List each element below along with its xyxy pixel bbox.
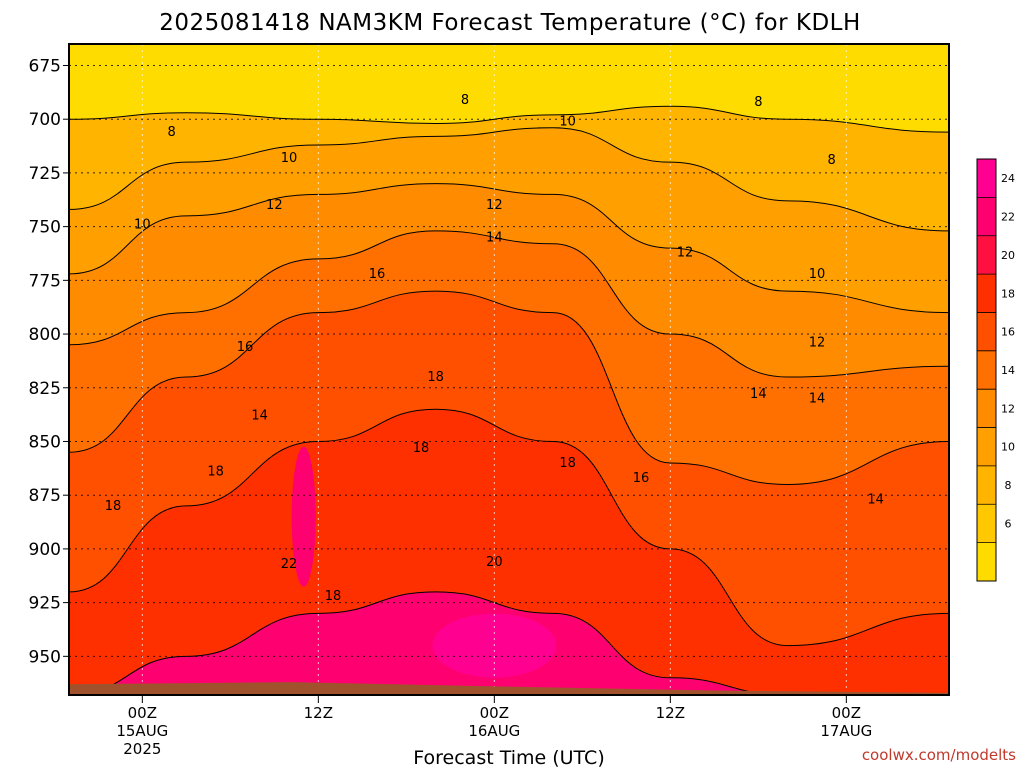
y-tick-label: 875 [29,486,61,506]
colorbar-tick-label: 16 [1001,326,1015,339]
credit-text: coolwx.com/modelts [862,746,1016,764]
y-tick-label: 725 [29,164,61,184]
colorbar-tick-label: 6 [1005,517,1012,530]
contour-label: 20 [486,555,503,570]
contour-label: 14 [251,409,268,424]
x-tick-label: 12Z [304,704,333,722]
y-tick-label: 775 [29,271,61,291]
colorbar-tick-label: 20 [1001,249,1015,262]
isotherm-10 [68,127,950,232]
colorbar-swatch [977,465,996,505]
contour-label: 14 [486,230,503,245]
chart-title: 2025081418 NAM3KM Forecast Temperature (… [159,10,861,36]
contour-label: 12 [677,245,694,260]
x-tick-date: 15AUG [116,722,168,740]
warm-core-22 [291,446,316,587]
y-tick-label: 950 [29,647,61,667]
colorbar-swatch [977,312,996,351]
contour-label: 22 [281,557,298,572]
colorbar-tick-label: 8 [1005,479,1012,492]
y-tick-label: 750 [29,218,61,238]
contour-label: 18 [427,370,444,385]
y-axis: 675 700 725 750 775 800 825 850 875 900 925 950 [29,56,69,667]
colorbar-swatch [977,235,996,275]
y-tick-label: 900 [29,540,61,560]
colorbar-swatch [977,389,996,428]
contour-label: 18 [413,441,430,456]
isotherm-14 [68,230,950,378]
plot-area: 8 8 8 8 10 10 10 10 12 12 12 12 14 14 14 14 14 16 16 16 18 18… [68,43,950,696]
contour-label: 10 [559,114,576,129]
colorbar-tick-label: 22 [1001,211,1015,224]
y-tick-label: 700 [29,110,61,130]
contour-label: 8 [828,153,836,168]
colorbar-swatch [977,197,996,236]
colorbar-tick-label: 18 [1001,287,1015,300]
contour-label: 14 [867,492,884,507]
colorbar-swatch [977,542,996,581]
isotherm-12 [68,183,950,314]
contour-label: 16 [369,267,386,282]
x-tick-label: 00Z [832,704,861,722]
contour-label: 12 [486,198,503,213]
x-tick-date: 17AUG [820,722,872,740]
colorbar-tick-label: 10 [1001,441,1015,454]
contour-label: 10 [134,217,151,232]
contour-label: 18 [325,589,342,604]
colorbar-swatch [977,427,996,466]
y-tick-label: 850 [29,432,61,452]
y-tick-label: 675 [29,56,61,76]
plot-frame [68,43,950,696]
isotherm-18 [68,408,950,647]
contour-label: 14 [750,387,767,402]
colorbar-frame [976,158,997,582]
contour-label: 14 [809,392,826,407]
contour-label: 8 [461,93,469,108]
colorbar-swatch [977,350,996,390]
contour-label: 16 [237,340,254,355]
contour-label: 18 [207,465,224,480]
x-tick-year: 2025 [123,740,161,758]
contour-label: 8 [168,125,176,140]
colorbar-tick-label: 24 [1001,172,1015,185]
colorbar-tick-label: 12 [1001,402,1015,415]
contour-label: 18 [559,456,576,471]
colorbar-swatch [977,504,996,543]
contour-label: 16 [633,471,650,486]
contour-label: 18 [105,499,122,514]
x-tick-date: 16AUG [468,722,520,740]
contour-label: 10 [281,151,298,166]
isotherm-8 [68,105,950,133]
x-tick-label: 12Z [656,704,685,722]
contour-label: 8 [754,95,762,110]
colorbar-tick-label: 14 [1001,364,1015,377]
contour-label: 12 [266,198,283,213]
colorbar-swatch [977,274,996,313]
terrain [69,682,949,695]
contour-label: 12 [809,336,826,351]
x-tick-label: 00Z [128,704,157,722]
colorbar-swatch [977,159,996,198]
isotherm-16 [68,290,950,485]
x-axis-label: Forecast Time (UTC) [413,747,604,768]
colorbar: 6 8 10 12 14 16 18 20 22 24 [976,158,1015,582]
y-tick-label: 925 [29,594,61,614]
x-tick-label: 00Z [480,704,509,722]
y-tick-label: 800 [29,325,61,345]
contour-label: 10 [809,267,826,282]
y-tick-label: 825 [29,379,61,399]
